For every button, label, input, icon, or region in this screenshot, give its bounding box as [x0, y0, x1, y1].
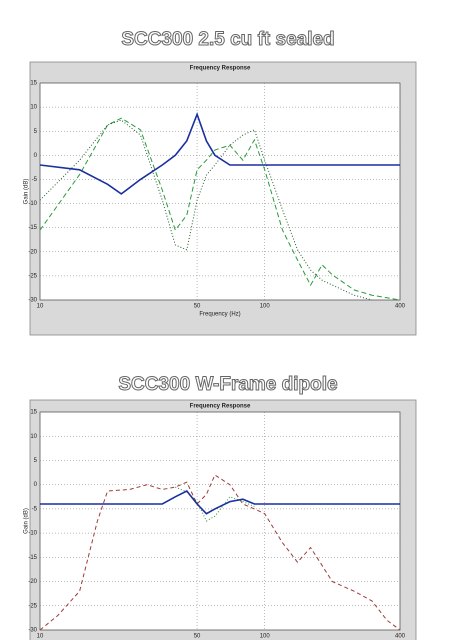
y-tick-label: -20: [28, 579, 37, 585]
y-tick-label: -30: [28, 298, 37, 304]
chart-title: SCC300 2.5 cu ft sealed: [121, 29, 334, 50]
plot-area: [39, 411, 401, 631]
y-axis-label: Gain (dB): [24, 508, 30, 534]
y-tick-label: -10: [28, 201, 37, 207]
panel-header: Frequency Response: [190, 66, 251, 72]
x-tick-label: 10: [37, 304, 44, 310]
x-tick-label: 100: [260, 634, 271, 640]
panel-header: Frequency Response: [190, 404, 251, 410]
x-axis-label: Frequency (Hz): [199, 312, 240, 318]
y-tick-label: -15: [28, 555, 37, 561]
series-line: [40, 489, 400, 515]
chart-title: SCC300 W-Frame dipole: [118, 374, 337, 395]
y-axis-label: Gain (dB): [24, 179, 30, 205]
x-tick-label: 400: [395, 304, 406, 310]
y-tick-label: 0: [34, 153, 38, 159]
y-tick-label: -5: [32, 177, 38, 183]
y-tick-label: -5: [32, 506, 38, 512]
y-tick-label: 15: [30, 81, 37, 87]
y-tick-label: 5: [34, 129, 38, 135]
series-line: [175, 486, 255, 522]
y-tick-label: -25: [28, 603, 37, 609]
y-tick-label: -15: [28, 225, 37, 231]
series-line: [39, 117, 401, 301]
series-line: [39, 474, 401, 631]
y-tick-label: 15: [30, 410, 37, 416]
y-tick-label: 0: [34, 482, 38, 488]
y-tick-label: -20: [28, 249, 37, 255]
x-tick-label: 10: [37, 634, 44, 640]
x-tick-label: 50: [194, 634, 201, 640]
y-tick-label: 10: [30, 105, 37, 111]
y-tick-label: 10: [30, 434, 37, 440]
y-tick-label: -10: [28, 531, 37, 537]
x-tick-label: 50: [194, 304, 201, 310]
plot-area: [39, 82, 401, 301]
x-tick-label: 100: [260, 304, 271, 310]
series-line: [39, 111, 400, 195]
y-tick-label: -30: [28, 628, 37, 634]
x-tick-label: 400: [395, 634, 406, 640]
y-tick-label: 5: [34, 458, 38, 464]
y-tick-label: -25: [28, 273, 37, 279]
